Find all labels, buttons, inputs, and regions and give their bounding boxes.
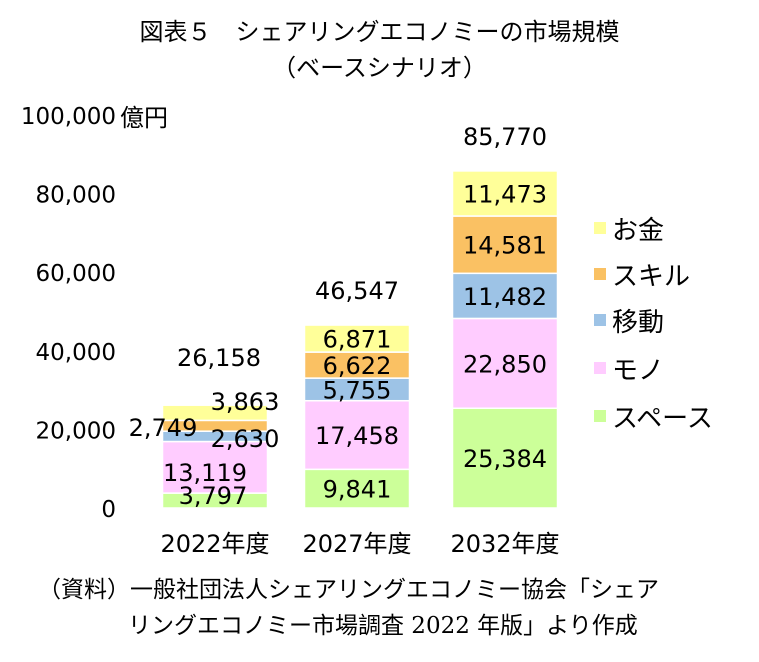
- total-value-label: 85,770: [463, 123, 547, 151]
- segment-value-label: 2,630: [211, 425, 280, 453]
- legend-swatch: [594, 268, 606, 280]
- bar-segment: [303, 399, 411, 471]
- segment-value-label: 6,622: [323, 352, 392, 380]
- bar-segment: [451, 317, 559, 409]
- legend-swatch: [594, 314, 606, 326]
- legend-swatch: [594, 410, 606, 422]
- legend-label: スキル: [612, 262, 690, 292]
- bar-segment: [451, 272, 559, 320]
- chart-subtitle: （ベースシナリオ）: [272, 54, 487, 82]
- bar-segment: [303, 351, 411, 379]
- segment-value-label: 25,384: [463, 445, 547, 473]
- segment-value-label: 3,797: [179, 482, 248, 510]
- bar-segment: [161, 440, 269, 494]
- bar-segment: [451, 170, 559, 217]
- legend-swatch: [594, 222, 606, 234]
- segment-value-label: 5,755: [323, 376, 392, 404]
- segment-value-label: 14,581: [463, 232, 547, 260]
- segment-value-label: 22,850: [463, 350, 547, 378]
- source-note-line-2: リングエコノミー市場調査 2022 年版」より作成: [128, 613, 638, 639]
- x-category-label: 2032年度: [450, 530, 559, 558]
- legend-swatch: [594, 362, 606, 374]
- y-tick-label: 60,000: [36, 261, 116, 287]
- y-tick-label: 20,000: [36, 418, 116, 444]
- bar-segment: [451, 215, 559, 275]
- y-tick-label: 80,000: [36, 183, 116, 209]
- legend-label: モノ: [612, 356, 664, 386]
- legend-label: お金: [612, 216, 664, 246]
- segment-value-label: 6,871: [323, 326, 392, 354]
- legend-label: スペース: [612, 404, 713, 434]
- bar-segment: [451, 407, 559, 509]
- source-note-line-1: （資料）一般社団法人シェアリングエコノミー協会「シェア: [38, 577, 659, 603]
- bar-segment: [303, 324, 411, 353]
- total-value-label: 46,547: [315, 277, 399, 305]
- bar-segment: [161, 404, 269, 422]
- segment-value-label: 11,473: [463, 180, 547, 208]
- chart-title: 図表５ シェアリングエコノミーの市場規模: [139, 18, 620, 46]
- segment-value-label: 17,458: [315, 422, 399, 450]
- y-tick-label: 40,000: [36, 340, 116, 366]
- total-value-label: 26,158: [177, 344, 261, 372]
- y-tick-label: 100,000: [21, 104, 116, 130]
- x-category-label: 2027年度: [302, 530, 411, 558]
- y-axis-unit-label: 億円: [120, 104, 168, 132]
- x-category-label: 2022年度: [160, 530, 269, 558]
- segment-value-label: 2,749: [129, 414, 198, 442]
- bar-segment: [303, 468, 411, 509]
- segment-value-label: 11,482: [463, 283, 547, 311]
- legend-label: 移動: [612, 308, 664, 338]
- y-tick-label: 0: [101, 497, 116, 523]
- segment-value-label: 9,841: [323, 476, 392, 504]
- segment-value-label: 13,119: [163, 459, 247, 487]
- segment-value-label: 3,863: [211, 388, 280, 416]
